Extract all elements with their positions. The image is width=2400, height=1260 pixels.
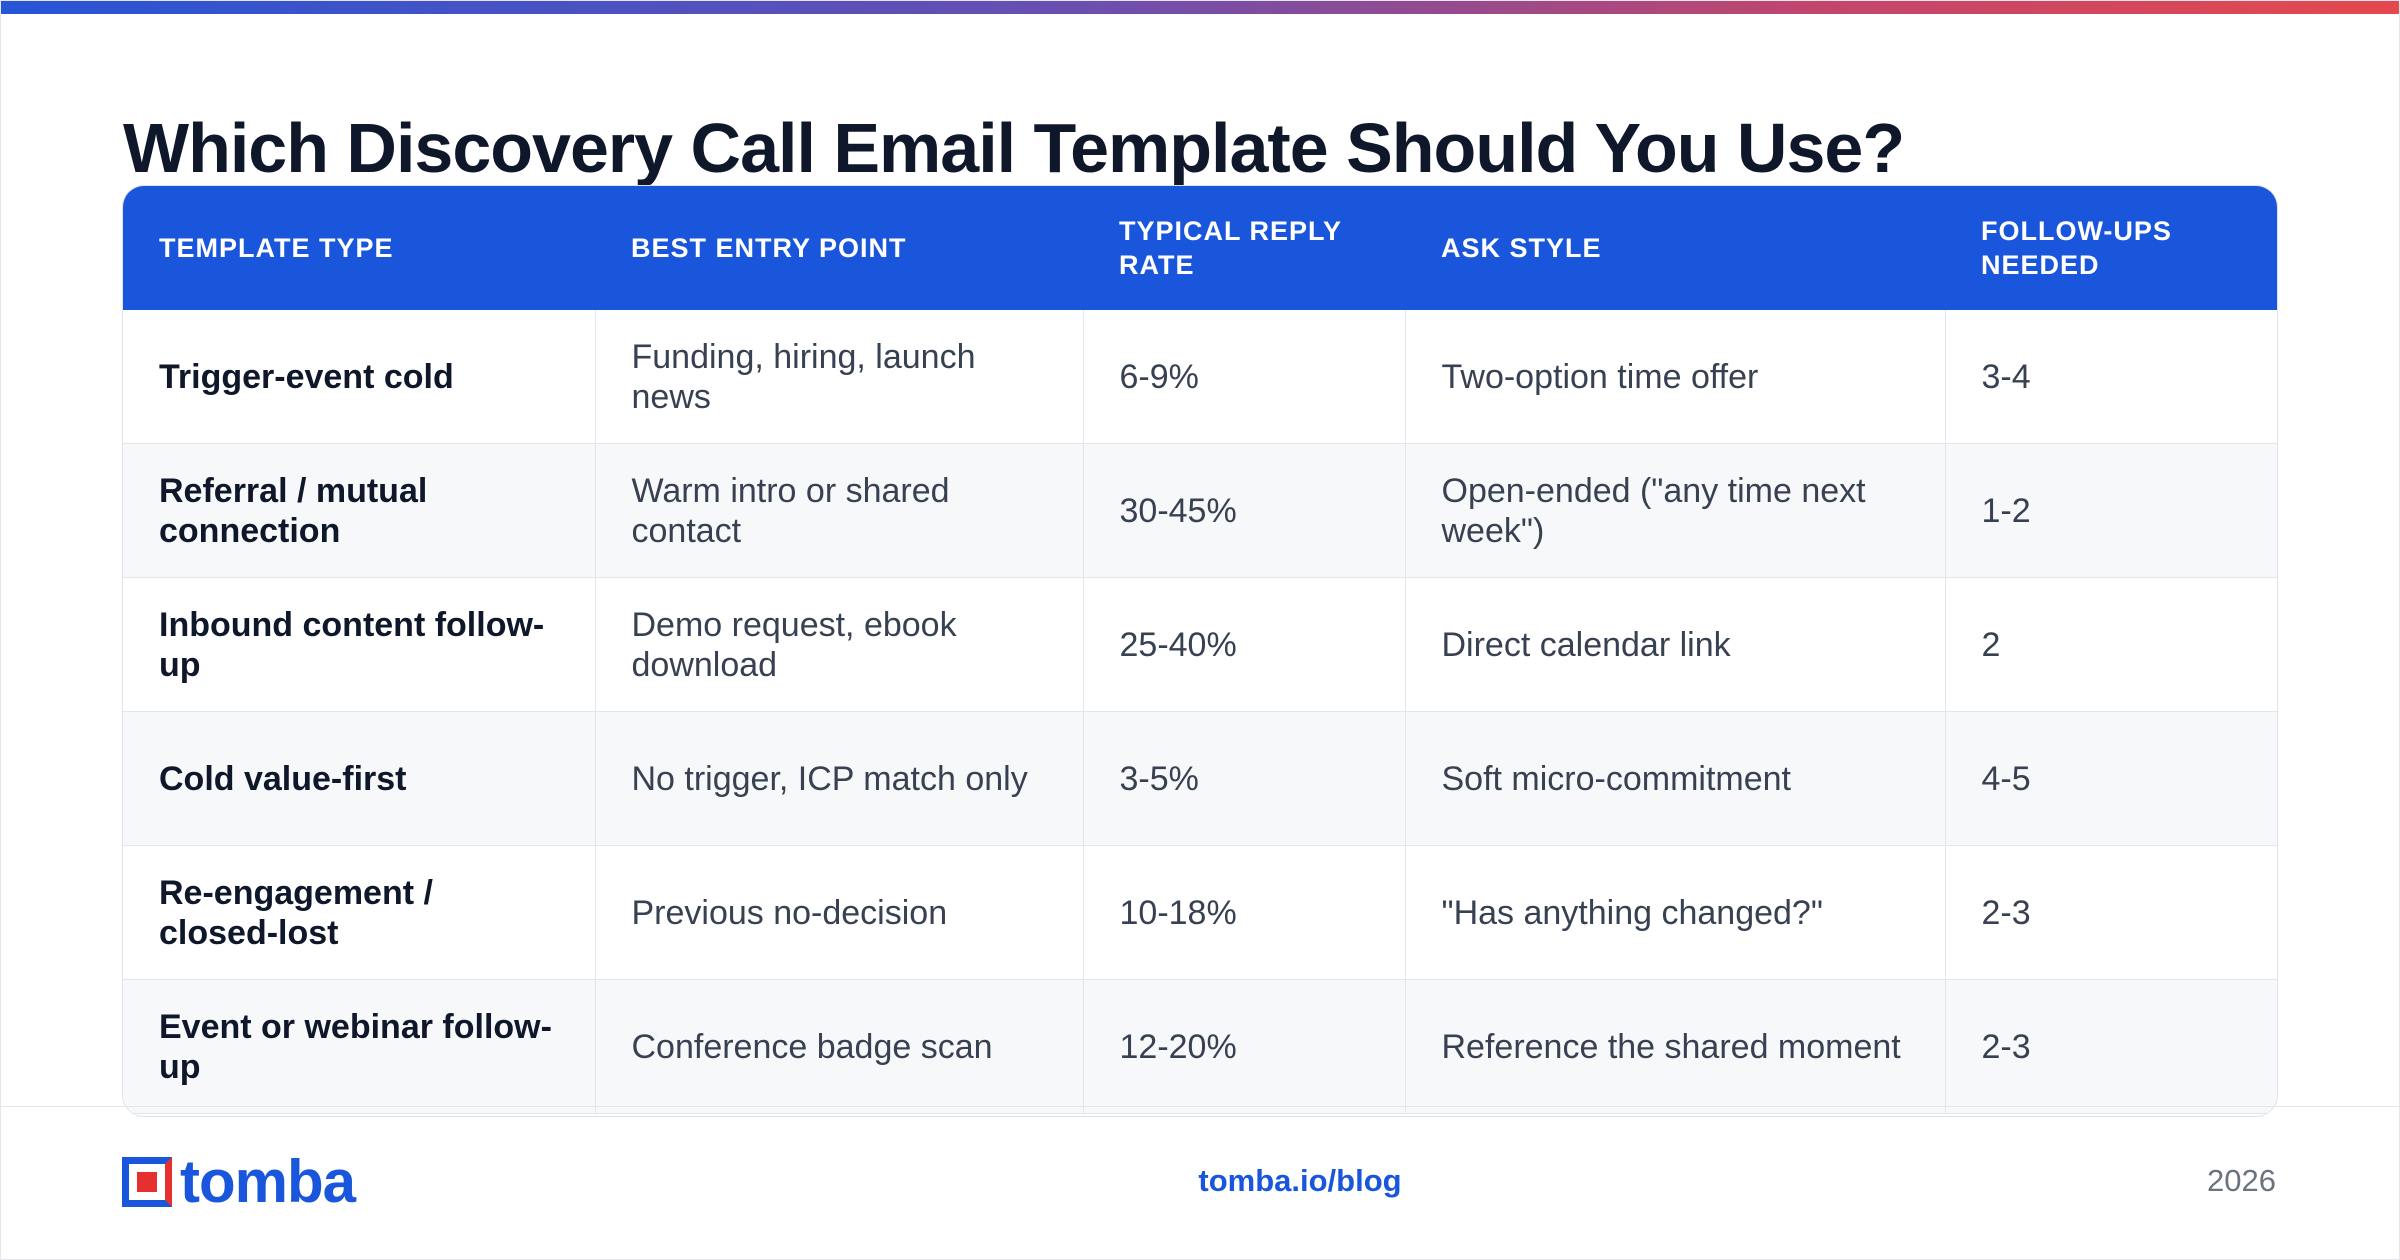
page-title: Which Discovery Call Email Template Shou… <box>123 109 1905 187</box>
blog-link[interactable]: tomba.io/blog <box>1198 1163 1402 1198</box>
cell-template-type: Referral / mutual connection <box>123 443 596 578</box>
cell-best-entry-point: Warm intro or shared contact <box>595 443 1084 578</box>
table-header-row: TEMPLATE TYPE BEST ENTRY POINT TYPICAL R… <box>123 186 2277 310</box>
header-ask-style: ASK STYLE <box>1405 186 1945 310</box>
table-row: Referral / mutual connection Warm intro … <box>123 443 2277 578</box>
cell-reply-rate: 12-20% <box>1083 979 1406 1114</box>
table-row: Inbound content follow-up Demo request, … <box>123 577 2277 712</box>
header-best-entry-point: BEST ENTRY POINT <box>595 186 1083 310</box>
cell-follow-ups: 2-3 <box>1945 845 2277 980</box>
table-row: Re-engagement / closed-lost Previous no-… <box>123 845 2277 980</box>
cell-reply-rate: 3-5% <box>1083 711 1406 846</box>
cell-ask-style: Reference the shared moment <box>1405 979 1946 1114</box>
table-row: Event or webinar follow-up Conference ba… <box>123 979 2277 1114</box>
cell-best-entry-point: Conference badge scan <box>595 979 1084 1114</box>
cell-best-entry-point: Funding, hiring, launch news <box>595 310 1084 444</box>
cell-follow-ups: 4-5 <box>1945 711 2277 846</box>
tomba-logo[interactable]: tomba <box>122 1148 356 1215</box>
cell-reply-rate: 10-18% <box>1083 845 1406 980</box>
tomba-logo-icon <box>122 1157 172 1207</box>
header-typical-reply-rate: TYPICAL REPLY RATE <box>1083 186 1405 310</box>
cell-ask-style: Direct calendar link <box>1405 577 1946 712</box>
cell-ask-style: Open-ended ("any time next week") <box>1405 443 1946 578</box>
cell-template-type: Event or webinar follow-up <box>123 979 596 1114</box>
cell-template-type: Re-engagement / closed-lost <box>123 845 596 980</box>
cell-ask-style: "Has anything changed?" <box>1405 845 1946 980</box>
cell-follow-ups: 2-3 <box>1945 979 2277 1114</box>
cell-template-type: Trigger-event cold <box>123 310 596 444</box>
cell-best-entry-point: No trigger, ICP match only <box>595 711 1084 846</box>
footer-divider <box>0 1106 2400 1107</box>
cell-follow-ups: 2 <box>1945 577 2277 712</box>
cell-template-type: Cold value-first <box>123 711 596 846</box>
comparison-table-card: TEMPLATE TYPE BEST ENTRY POINT TYPICAL R… <box>122 185 2278 1117</box>
header-follow-ups-needed: FOLLOW-UPS NEEDED <box>1945 186 2277 310</box>
cell-reply-rate: 6-9% <box>1083 310 1406 444</box>
table-row: Trigger-event cold Funding, hiring, laun… <box>123 310 2277 444</box>
cell-best-entry-point: Previous no-decision <box>595 845 1084 980</box>
table-row: Cold value-first No trigger, ICP match o… <box>123 711 2277 846</box>
cell-reply-rate: 30-45% <box>1083 443 1406 578</box>
cell-follow-ups: 1-2 <box>1945 443 2277 578</box>
header-template-type: TEMPLATE TYPE <box>123 186 595 310</box>
cell-template-type: Inbound content follow-up <box>123 577 596 712</box>
comparison-table: TEMPLATE TYPE BEST ENTRY POINT TYPICAL R… <box>123 186 2277 1114</box>
logo-wordmark: tomba <box>180 1148 356 1215</box>
top-accent-bar <box>0 0 2400 14</box>
cell-follow-ups: 3-4 <box>1945 310 2277 444</box>
cell-ask-style: Two-option time offer <box>1405 310 1946 444</box>
cell-best-entry-point: Demo request, ebook download <box>595 577 1084 712</box>
cell-ask-style: Soft micro-commitment <box>1405 711 1946 846</box>
cell-reply-rate: 25-40% <box>1083 577 1406 712</box>
footer-year: 2026 <box>2207 1163 2276 1198</box>
